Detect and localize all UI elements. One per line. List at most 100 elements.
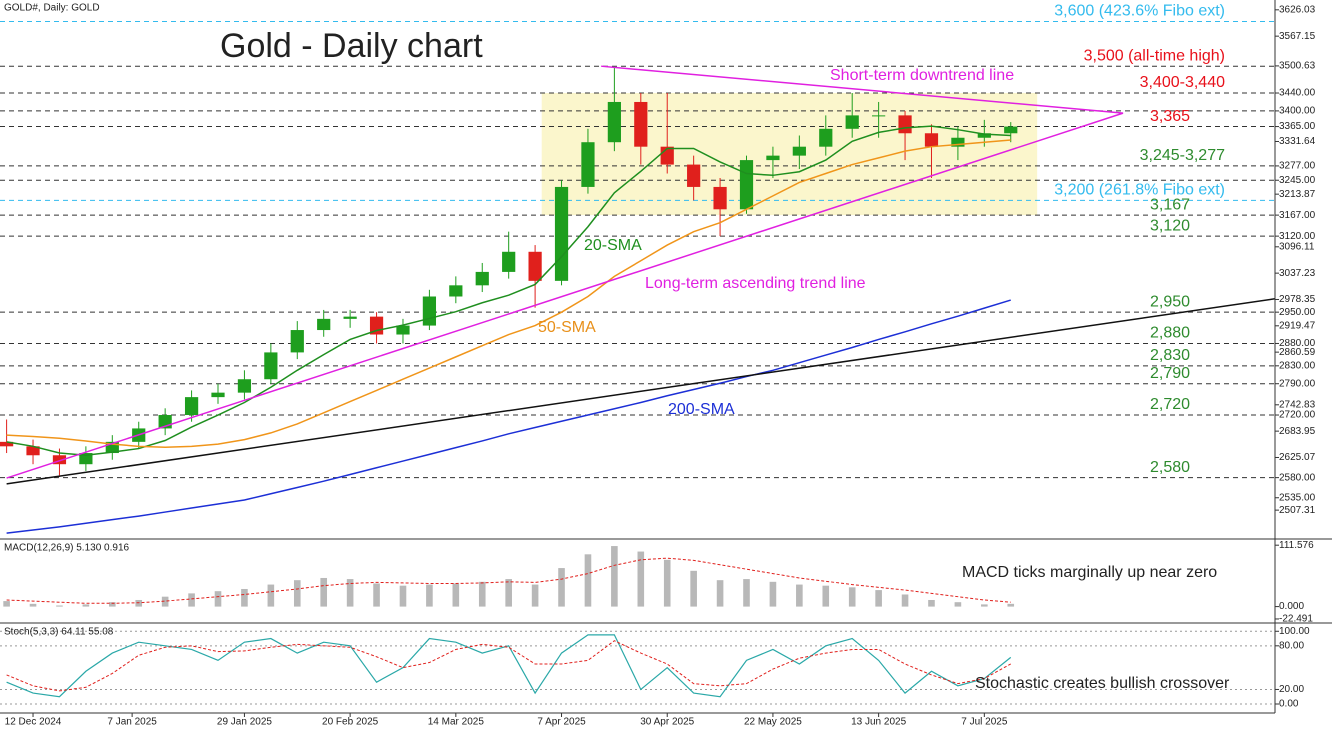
level-label: 3,500 (all-time high)	[1084, 47, 1225, 64]
chart-header: GOLD#, Daily: GOLD	[4, 3, 100, 14]
candle-body	[713, 186, 727, 210]
trend-label: Short-term downtrend line	[830, 67, 1014, 84]
x-tick-label: 7 Jan 2025	[107, 717, 157, 728]
macd-bar	[505, 579, 512, 607]
macd-bar	[452, 583, 460, 607]
candle-body	[528, 251, 542, 281]
candle-body	[105, 441, 119, 454]
macd-bar	[82, 604, 90, 607]
y-tick-label: 3400.00	[1279, 106, 1316, 117]
y-tick-label: 2625.07	[1279, 452, 1316, 463]
candle-body	[290, 330, 304, 353]
macd-bar	[981, 604, 988, 607]
trend-line	[6, 112, 1124, 479]
annotation: Stochastic creates bullish crossover	[975, 675, 1230, 692]
candle-body	[343, 316, 357, 319]
y-tick-label: 2742.83	[1279, 399, 1316, 410]
macd-bar	[478, 581, 486, 607]
macd-bar	[293, 580, 301, 607]
sma-label: 20-SMA	[584, 237, 642, 254]
y-tick-label: 3245.00	[1279, 175, 1316, 186]
macd-bar	[29, 603, 37, 607]
y-tick-label: 2880.00	[1279, 338, 1316, 349]
y-tick-label: 20.00	[1279, 684, 1304, 695]
candle-body	[1004, 126, 1018, 134]
y-tick-label: 2535.00	[1279, 492, 1316, 503]
y-tick-label: 100.00	[1279, 626, 1310, 637]
y-tick-label: 2950.00	[1279, 307, 1316, 318]
y-tick-label: 2978.35	[1279, 294, 1316, 305]
y-tick-label: 2790.00	[1279, 378, 1316, 389]
y-tick-label: 2830.00	[1279, 360, 1316, 371]
candle-body	[634, 101, 648, 147]
candle-body	[554, 186, 569, 281]
macd-bar	[214, 591, 222, 607]
sma-line	[6, 139, 1011, 448]
x-tick-label: 7 Jul 2025	[961, 717, 1008, 728]
y-tick-label: 0.00	[1279, 699, 1299, 710]
level-label: 2,720	[1150, 396, 1190, 413]
sma-line	[6, 125, 1011, 457]
range-box	[541, 93, 1038, 216]
level-label: 2,580	[1150, 459, 1190, 476]
macd-bar	[109, 602, 116, 607]
level-label: 3,365	[1150, 108, 1190, 125]
macd-bar	[901, 594, 909, 607]
macd-bar	[716, 580, 724, 607]
y-tick-label: 3365.00	[1279, 121, 1316, 132]
y-tick-label: 3500.63	[1279, 61, 1316, 72]
y-tick-label: 2507.31	[1279, 505, 1316, 516]
candle-body	[422, 296, 437, 326]
x-tick-label: 30 Apr 2025	[640, 717, 694, 728]
level-label: 2,950	[1150, 293, 1190, 310]
trend-line	[601, 65, 1124, 114]
annotation: MACD ticks marginally up near zero	[962, 564, 1217, 581]
candle-body	[396, 325, 410, 335]
candle-body	[819, 128, 833, 147]
macd-bar	[796, 584, 803, 607]
trend-line	[6, 297, 1275, 485]
candle-body	[977, 133, 991, 138]
candle-body	[581, 142, 595, 187]
y-tick-label: 3167.00	[1279, 210, 1316, 221]
candle-body	[792, 146, 806, 156]
y-tick-label: 111.576	[1279, 540, 1314, 551]
level-label: 3,120	[1150, 217, 1190, 234]
candle-body	[872, 115, 886, 117]
candle-body	[607, 101, 621, 143]
macd-bar	[822, 585, 830, 607]
x-tick-label: 12 Dec 2024	[5, 717, 62, 728]
sma-label: 200-SMA	[668, 401, 735, 418]
macd-bar	[584, 554, 592, 607]
y-tick-label: -22.491	[1279, 614, 1313, 625]
macd-bar	[558, 568, 565, 607]
macd-bar	[1007, 603, 1015, 607]
candle-body	[924, 133, 939, 147]
macd-bar	[267, 584, 275, 607]
macd-bar	[135, 599, 143, 607]
macd-bar	[161, 596, 169, 607]
level-label: 3,600 (423.6% Fibo ext)	[1054, 3, 1225, 20]
chart-title: Gold - Daily chart	[220, 27, 483, 65]
y-tick-label: 80.00	[1279, 640, 1304, 651]
candle-body	[237, 379, 252, 393]
trend-label: Long-term ascending trend line	[645, 275, 866, 292]
macd-bar	[346, 579, 354, 607]
y-tick-label: 2683.95	[1279, 426, 1316, 437]
sma-line	[6, 299, 1011, 534]
candle-body	[26, 446, 40, 456]
y-tick-label: 3331.64	[1279, 136, 1316, 147]
level-label: 2,790	[1150, 365, 1190, 382]
y-tick-label: 3567.15	[1279, 31, 1316, 42]
macd-bar	[848, 587, 856, 607]
candle-body	[898, 115, 912, 134]
macd-bar	[769, 581, 777, 607]
y-tick-label: 2720.00	[1279, 410, 1316, 421]
x-tick-label: 22 May 2025	[744, 717, 802, 728]
y-tick-label: 3096.11	[1279, 241, 1315, 252]
y-tick-label: 2919.47	[1279, 320, 1316, 331]
x-tick-label: 20 Feb 2025	[322, 717, 379, 728]
y-tick-label: 3277.00	[1279, 161, 1316, 172]
sma-label: 50-SMA	[538, 319, 596, 336]
